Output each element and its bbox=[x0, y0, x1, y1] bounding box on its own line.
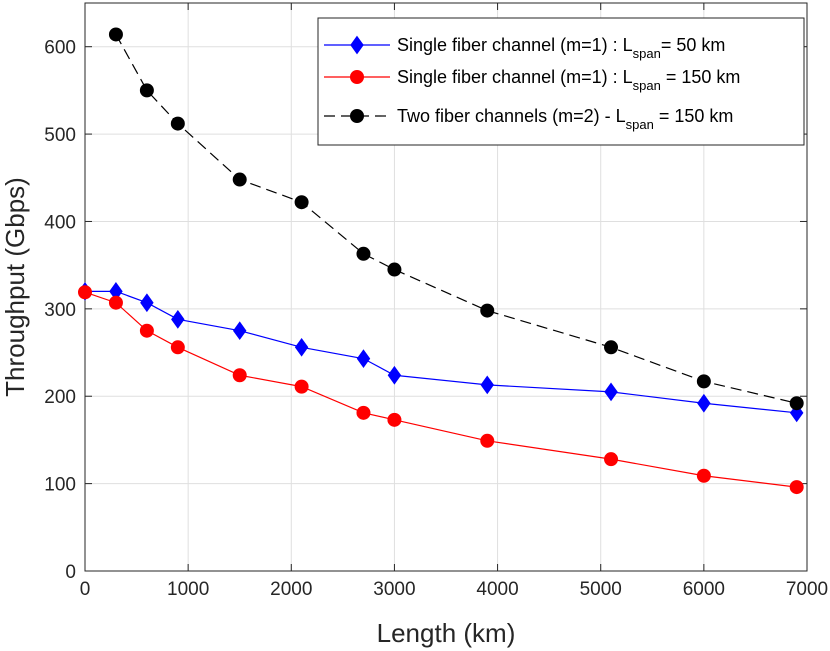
data-point bbox=[232, 172, 247, 187]
y-tick-label: 300 bbox=[44, 300, 76, 321]
data-point bbox=[480, 433, 495, 448]
data-point bbox=[294, 195, 309, 210]
series-layer bbox=[78, 27, 804, 495]
y-tick-label: 200 bbox=[44, 387, 76, 408]
data-point bbox=[480, 303, 495, 318]
data-point bbox=[232, 368, 247, 383]
data-point bbox=[480, 375, 494, 395]
data-point bbox=[387, 262, 402, 277]
data-point bbox=[387, 412, 402, 427]
data-point bbox=[604, 452, 619, 467]
legend-entry-3: Two fiber channels (m=2) - Lspan = 150 k… bbox=[324, 106, 733, 132]
legend-marker bbox=[350, 109, 364, 123]
legend-entry-1: Single fiber channel (m=1) : Lspan= 50 k… bbox=[324, 35, 725, 61]
data-point bbox=[171, 309, 185, 329]
y-tick-label: 500 bbox=[44, 125, 76, 146]
x-tick-label: 7000 bbox=[786, 579, 828, 600]
x-tick-label: 6000 bbox=[683, 579, 725, 600]
data-point bbox=[170, 340, 185, 355]
y-tick-label: 600 bbox=[44, 38, 76, 59]
series-2 bbox=[78, 285, 804, 495]
data-point bbox=[140, 293, 154, 313]
data-point bbox=[139, 83, 154, 98]
data-point bbox=[78, 285, 92, 300]
data-point bbox=[294, 337, 309, 357]
data-point bbox=[232, 321, 247, 341]
data-point bbox=[789, 480, 804, 495]
data-point bbox=[696, 374, 711, 389]
data-point bbox=[294, 379, 309, 394]
legend-label: Single fiber channel (m=1) : Lspan = 150… bbox=[397, 67, 740, 93]
axis-ticks: 0 1000 2000 3000 4000 5000 6000 7000 0 100 200 300 4… bbox=[44, 3, 828, 600]
data-point bbox=[356, 405, 371, 420]
data-point bbox=[696, 468, 711, 483]
data-point bbox=[170, 116, 185, 131]
y-tick-label: 400 bbox=[44, 212, 76, 233]
data-point bbox=[356, 349, 371, 369]
legend-marker bbox=[350, 35, 364, 55]
x-tick-label: 2000 bbox=[270, 579, 312, 600]
data-point bbox=[108, 295, 123, 310]
y-tick-label: 0 bbox=[65, 562, 76, 583]
series-3 bbox=[108, 27, 804, 411]
series-line bbox=[115, 34, 797, 404]
x-tick-label: 5000 bbox=[580, 579, 622, 600]
data-point bbox=[604, 382, 618, 402]
data-point bbox=[697, 393, 711, 413]
y-tick-label: 100 bbox=[44, 475, 76, 496]
legend-entry-2: Single fiber channel (m=1) : Lspan = 150… bbox=[324, 67, 740, 93]
data-point bbox=[387, 365, 402, 385]
x-tick-label: 4000 bbox=[476, 579, 518, 600]
legend-box bbox=[317, 17, 805, 146]
x-tick-label: 0 bbox=[80, 579, 91, 600]
data-point bbox=[139, 323, 154, 338]
y-axis-title: Throughput (Gbps) bbox=[0, 177, 30, 397]
data-point bbox=[108, 27, 123, 42]
x-tick-label: 1000 bbox=[167, 579, 209, 600]
x-axis-title: Length (km) bbox=[377, 618, 516, 648]
data-point bbox=[356, 246, 371, 261]
data-point bbox=[789, 396, 804, 411]
legend: Single fiber channel (m=1) : Lspan= 50 k… bbox=[317, 17, 805, 146]
legend-label: Single fiber channel (m=1) : Lspan= 50 k… bbox=[397, 35, 725, 61]
x-tick-label: 3000 bbox=[373, 579, 415, 600]
legend-label: Two fiber channels (m=2) - Lspan = 150 k… bbox=[397, 106, 733, 132]
data-point bbox=[604, 340, 619, 355]
legend-marker bbox=[350, 70, 364, 84]
